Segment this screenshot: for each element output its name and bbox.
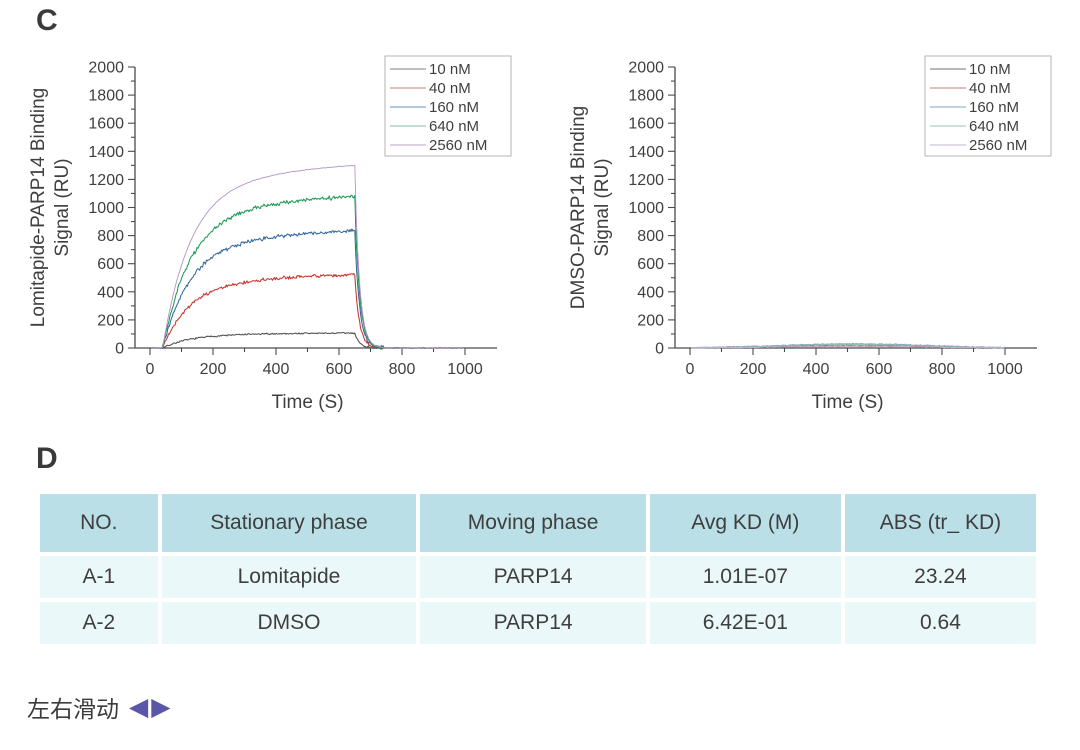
table-row: A-2 DMSO PARP14 6.42E-01 0.64 xyxy=(40,602,1036,644)
y-tick-label: 400 xyxy=(97,284,124,301)
table-cell: A-2 xyxy=(40,602,158,644)
table-cell: 6.42E-01 xyxy=(649,602,841,644)
column-header: Stationary phase xyxy=(161,494,417,552)
table-header: NO. Stationary phase Moving phase Avg KD (M… xyxy=(40,494,1036,552)
legend-label: 640 nM xyxy=(429,118,479,135)
y-tick-label: 600 xyxy=(97,256,124,273)
spr-chart-lomitapide: 0 200 400 600 800 1000 1200 1400 1600 1800 2000 0 20… xyxy=(28,55,512,413)
y-tick-label: 1200 xyxy=(628,172,664,189)
spr-charts-row: 0 200 400 600 800 1000 1200 1400 1600 1800 2000 0 20… xyxy=(0,40,1080,440)
y-tick-label: 0 xyxy=(655,341,664,358)
panel-d-label: D xyxy=(36,442,58,475)
legend-label: 10 nM xyxy=(429,61,471,78)
table-row: A-1 Lomitapide PARP14 1.01E-07 23.24 xyxy=(40,556,1036,598)
table-cell: PARP14 xyxy=(420,556,646,598)
y-axis-label: Lomitapide-PARP14 Binding xyxy=(28,88,49,327)
swipe-hint-text: 左右滑动 xyxy=(27,696,119,722)
x-tick-label: 800 xyxy=(929,361,956,378)
x-axis-label: Time (S) xyxy=(271,392,343,413)
y-tick-label: 1200 xyxy=(88,172,124,189)
legend-box xyxy=(924,55,1052,157)
y-tick-label: 200 xyxy=(97,312,124,329)
column-header: Avg KD (M) xyxy=(649,494,841,552)
table-cell: 23.24 xyxy=(844,556,1036,598)
x-tick-label: 200 xyxy=(200,361,227,378)
y-axis-label: Signal (RU) xyxy=(52,158,73,256)
x-tick-label: 0 xyxy=(686,361,695,378)
x-tick-label: 400 xyxy=(803,361,830,378)
column-header: Moving phase xyxy=(420,494,646,552)
table-cell: A-1 xyxy=(40,556,158,598)
y-tick-label: 400 xyxy=(637,284,664,301)
x-tick-label: 0 xyxy=(146,361,155,378)
series-2560-nm xyxy=(151,164,465,349)
legend-box xyxy=(384,55,512,157)
y-tick-label: 1800 xyxy=(628,88,664,105)
x-tick-label: 600 xyxy=(326,361,353,378)
legend-label: 160 nM xyxy=(969,99,1019,116)
panel-c-label: C xyxy=(36,4,58,37)
legend-label: 40 nM xyxy=(969,80,1011,97)
legend-label: 160 nM xyxy=(429,99,479,116)
swipe-hint: 左右滑动 ◀ ▶ xyxy=(27,690,170,724)
y-tick-label: 1800 xyxy=(88,88,124,105)
x-tick-label: 400 xyxy=(263,361,290,378)
x-axis-label: Time (S) xyxy=(811,392,883,413)
y-tick-label: 1600 xyxy=(628,116,664,133)
table-cell: DMSO xyxy=(161,602,417,644)
swipe-right-icon[interactable]: ▶ xyxy=(151,692,171,721)
swipe-left-icon[interactable]: ◀ xyxy=(129,692,149,721)
table-body: A-1 Lomitapide PARP14 1.01E-07 23.24 A-2 DMSO P… xyxy=(40,556,1036,644)
y-tick-label: 2000 xyxy=(88,60,124,77)
y-tick-label: 800 xyxy=(637,228,664,245)
y-tick-label: 1400 xyxy=(88,144,124,161)
x-tick-label: 1000 xyxy=(987,361,1023,378)
y-axis-label: DMSO-PARP14 Binding xyxy=(568,106,589,309)
column-header: NO. xyxy=(40,494,158,552)
legend-label: 10 nM xyxy=(969,61,1011,78)
y-tick-label: 1000 xyxy=(628,200,664,217)
y-tick-label: 2000 xyxy=(628,60,664,77)
x-tick-label: 1000 xyxy=(447,361,483,378)
legend-label: 40 nM xyxy=(429,80,471,97)
legend-label: 2560 nM xyxy=(429,137,487,154)
legend-label: 640 nM xyxy=(969,118,1019,135)
series-640-nm xyxy=(151,194,465,349)
series-2560-nm xyxy=(691,345,1005,349)
y-tick-label: 200 xyxy=(637,312,664,329)
y-tick-label: 1000 xyxy=(88,200,124,217)
y-axis-label: Signal (RU) xyxy=(592,158,613,256)
series-10-nm xyxy=(151,331,465,349)
y-tick-label: 1400 xyxy=(628,144,664,161)
table-cell: Lomitapide xyxy=(161,556,417,598)
table-cell: 0.64 xyxy=(844,602,1036,644)
series-640-nm xyxy=(691,343,1005,349)
table-cell: 1.01E-07 xyxy=(649,556,841,598)
y-tick-label: 600 xyxy=(637,256,664,273)
x-tick-label: 800 xyxy=(389,361,416,378)
x-tick-label: 200 xyxy=(740,361,767,378)
y-tick-label: 0 xyxy=(115,341,124,358)
spr-chart-dmso: 0 200 400 600 800 1000 1200 1400 1600 1800 2000 0 20… xyxy=(568,55,1052,413)
table-cell: PARP14 xyxy=(420,602,646,644)
kd-results-table: NO. Stationary phase Moving phase Avg KD (M… xyxy=(36,490,1040,648)
y-tick-label: 800 xyxy=(97,228,124,245)
legend-label: 2560 nM xyxy=(969,137,1027,154)
y-tick-label: 1600 xyxy=(88,116,124,133)
column-header: ABS (tr_ KD) xyxy=(844,494,1036,552)
table-header-row: NO. Stationary phase Moving phase Avg KD (M… xyxy=(40,494,1036,552)
x-tick-label: 600 xyxy=(866,361,893,378)
